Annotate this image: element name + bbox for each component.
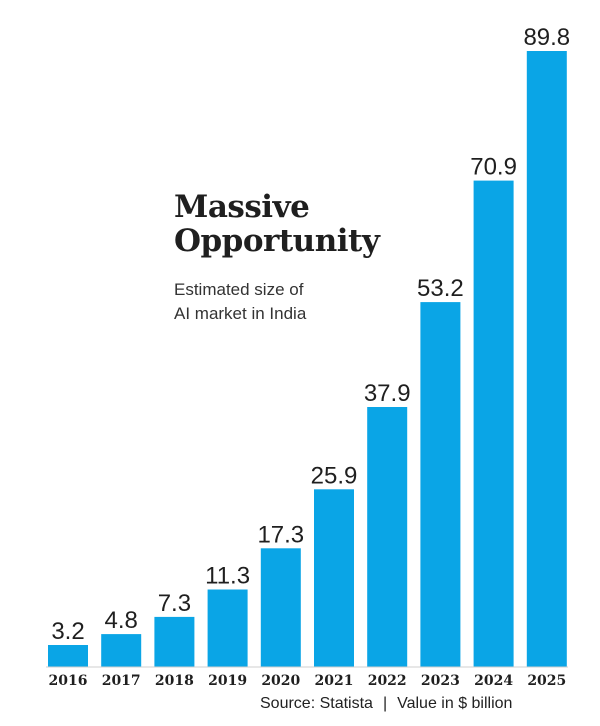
x-tick-labels-group: 2016 2017 2018 2019 2020 2021 2022 2023 2024 2025 — [49, 673, 567, 689]
bar-2019 — [207, 589, 248, 667]
value-label-2019: 11.3 — [205, 563, 250, 590]
chart-title: Massive Opportunity — [174, 190, 434, 258]
value-label-2017: 4.8 — [105, 607, 138, 634]
x-tick-2024: 2024 — [474, 673, 513, 689]
bar-2017 — [101, 634, 142, 667]
x-tick-2025: 2025 — [527, 673, 566, 689]
value-label-2022: 37.9 — [364, 380, 411, 407]
x-tick-2023: 2023 — [421, 673, 460, 689]
x-tick-2019: 2019 — [208, 673, 247, 689]
value-label-2023: 53.2 — [417, 275, 464, 302]
value-label-2016: 3.2 — [51, 618, 84, 645]
chart-footer: Source: Statista | Value in $ billion — [260, 695, 512, 713]
value-labels-group: 3.2 4.8 7.3 11.3 17.3 25.9 37.9 53.2 70.9 89.8 — [51, 24, 570, 645]
bar-2021 — [314, 489, 354, 667]
bar-2016 — [48, 645, 88, 667]
bar-2020 — [260, 548, 301, 667]
chart-subtitle-line-2: AI market in India — [174, 304, 307, 323]
value-label-2025: 89.8 — [523, 24, 570, 51]
chart-subtitle: Estimated size of AI market in India — [174, 278, 374, 326]
x-tick-2016: 2016 — [49, 673, 88, 689]
source-note: Source: Statista — [260, 695, 373, 712]
chart-title-line-1: Massive — [174, 189, 310, 225]
x-tick-2022: 2022 — [368, 673, 407, 689]
chart-title-line-2: Opportunity — [174, 223, 380, 259]
x-tick-2017: 2017 — [102, 673, 141, 689]
x-tick-2020: 2020 — [261, 673, 300, 689]
bar-2025 — [526, 51, 567, 667]
footer-separator: | — [382, 695, 388, 712]
x-tick-2021: 2021 — [315, 673, 354, 689]
bar-2018 — [154, 616, 195, 667]
value-label-2020: 17.3 — [257, 521, 304, 548]
x-tick-2018: 2018 — [155, 673, 194, 689]
value-label-2024: 70.9 — [470, 154, 517, 181]
value-label-2021: 25.9 — [311, 462, 358, 489]
bar-2024 — [473, 180, 514, 667]
chart-subtitle-line-1: Estimated size of — [174, 280, 304, 299]
value-label-2018: 7.3 — [158, 590, 191, 617]
bar-2022 — [367, 407, 408, 667]
bars-group — [48, 51, 567, 667]
bar-2023 — [420, 302, 461, 667]
unit-note: Value in $ billion — [397, 695, 513, 712]
